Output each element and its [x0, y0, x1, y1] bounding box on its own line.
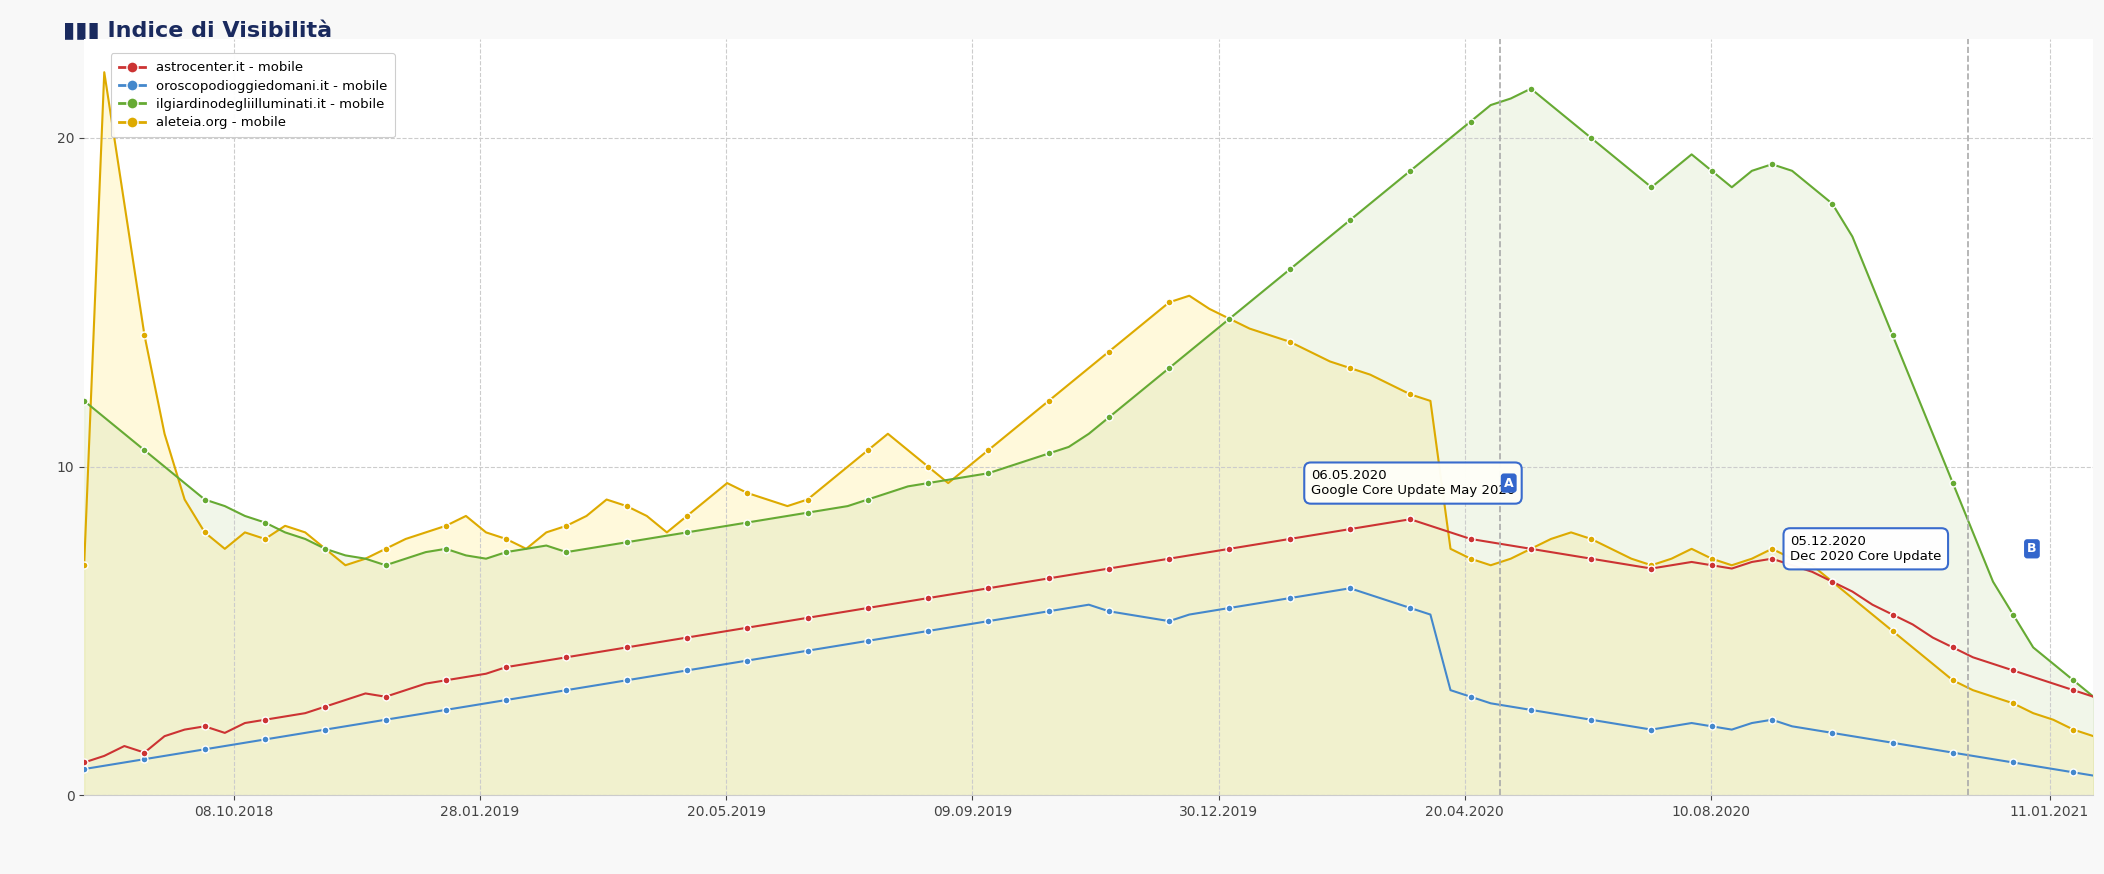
Text: 05.12.2020
Dec 2020 Core Update: 05.12.2020 Dec 2020 Core Update	[1791, 535, 1942, 563]
Text: ▮▮▮ Indice di Visibilità: ▮▮▮ Indice di Visibilità	[63, 21, 332, 41]
Text: B: B	[2026, 542, 2037, 555]
Text: A: A	[1504, 476, 1513, 489]
Text: 06.05.2020
Google Core Update May 2020: 06.05.2020 Google Core Update May 2020	[1311, 469, 1515, 497]
Legend: astrocenter.it - mobile, oroscopodioggiedomani.it - mobile, ilgiardinodegliillum: astrocenter.it - mobile, oroscopodioggie…	[112, 53, 396, 137]
